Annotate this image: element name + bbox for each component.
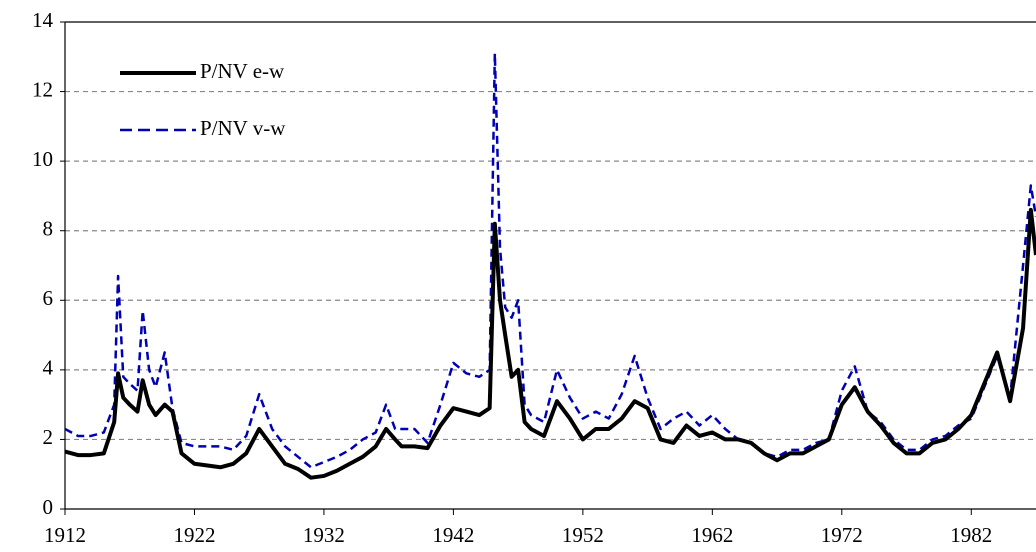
x-tick-label: 1982 <box>950 523 992 547</box>
y-tick-label: 4 <box>43 356 54 380</box>
y-tick-label: 6 <box>43 286 54 310</box>
x-tick-label: 1962 <box>691 523 733 547</box>
series-line <box>65 207 1036 480</box>
y-tick-label: 2 <box>43 425 54 449</box>
legend-label: P/NV v-w <box>200 116 286 140</box>
x-tick-label: 1972 <box>821 523 863 547</box>
y-tick-label: 10 <box>32 147 53 171</box>
plot-lines <box>65 52 1036 480</box>
series-line <box>65 52 1036 469</box>
y-tick-label: 0 <box>43 495 54 519</box>
y-tick-label: 12 <box>32 77 53 101</box>
x-tick-label: 1912 <box>44 523 86 547</box>
legend-label: P/NV e-w <box>200 59 285 83</box>
y-tick-label: 14 <box>32 8 54 32</box>
x-tick-label: 1922 <box>173 523 215 547</box>
y-tick-label: 8 <box>43 217 54 241</box>
x-tick-label: 1932 <box>303 523 345 547</box>
x-tick-label: 1942 <box>432 523 474 547</box>
x-tick-label: 1952 <box>562 523 604 547</box>
